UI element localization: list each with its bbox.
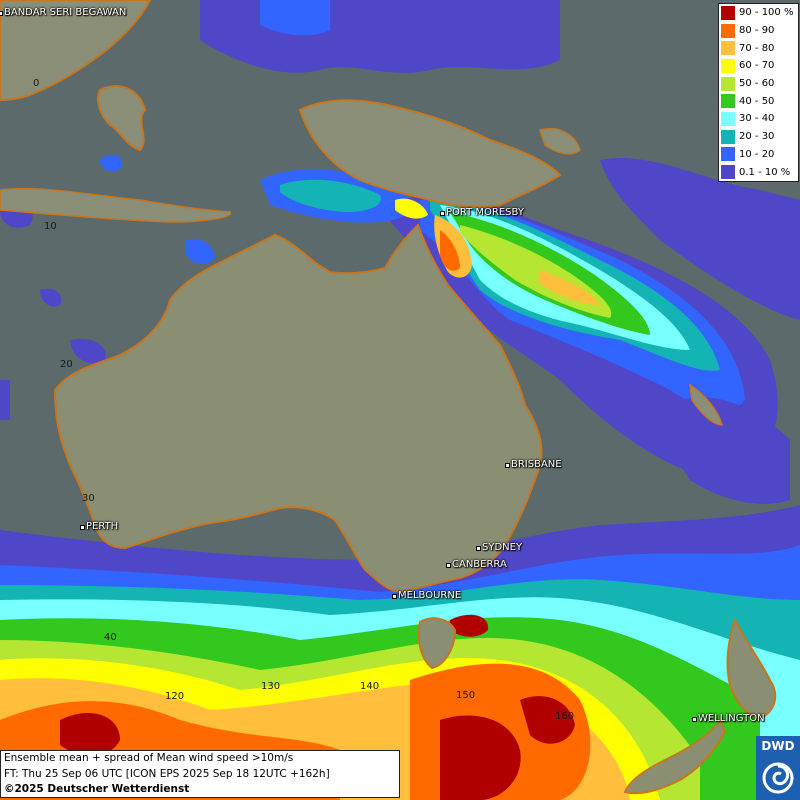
- city-label-port-moresby: PORT MORESBY: [440, 207, 524, 218]
- legend-label: 70 - 80: [739, 42, 775, 54]
- sulawesi: [97, 85, 147, 152]
- grid-label-lat-40: 40: [104, 632, 117, 643]
- legend-item: 70 - 80: [719, 39, 798, 57]
- city-label-bandar-seri-begawan: BANDAR SERI BEGAWAN: [0, 7, 127, 18]
- nz-south-island: [623, 717, 727, 795]
- city-label-brisbane: BRISBANE: [505, 459, 562, 470]
- grid-label-lon-150: 150: [456, 690, 476, 701]
- legend-label: 90 - 100 %: [739, 7, 794, 19]
- legend-item: 10 - 20: [719, 146, 798, 164]
- city-label-wellington: WELLINGTON: [692, 713, 765, 724]
- legend-item: 0.1 - 10 %: [719, 163, 798, 181]
- grid-label-lon-140: 140: [360, 681, 380, 692]
- legend-swatch: [721, 147, 735, 162]
- dwd-logo: DWD: [756, 736, 800, 800]
- tasmania: [417, 617, 457, 670]
- product-description: Ensemble mean + spread of Mean wind spee…: [4, 752, 294, 764]
- legend-item: 90 - 100 %: [719, 4, 798, 22]
- legend-swatch: [721, 165, 735, 180]
- legend-swatch: [721, 111, 735, 126]
- australia: [53, 223, 543, 594]
- city-label-perth: PERTH: [79, 521, 119, 532]
- legend-swatch: [721, 76, 735, 91]
- legend-item: 80 - 90: [719, 22, 798, 40]
- forecast-time: FT: Thu 25 Sep 06 UTC [ICON EPS 2025 Sep…: [4, 767, 330, 780]
- legend-label: 50 - 60: [739, 78, 775, 90]
- legend-item: 40 - 50: [719, 92, 798, 110]
- bismarck-islands: [539, 128, 581, 155]
- spiral-icon: [762, 762, 794, 794]
- lesser-sunda: [0, 187, 231, 223]
- grid-label-lat-10: 10: [44, 221, 57, 232]
- legend-swatch: [721, 23, 735, 38]
- grid-label-lon-120: 120: [165, 691, 185, 702]
- new-guinea: [298, 99, 562, 209]
- legend-item: 60 - 70: [719, 57, 798, 75]
- city-label-melbourne: MELBOURNE: [391, 590, 462, 601]
- city-label-canberra: CANBERRA: [446, 559, 507, 570]
- probability-legend: 90 - 100 % 80 - 90 70 - 80 60 - 70 50 - 60 40…: [718, 3, 799, 182]
- nz-north-island: [726, 617, 777, 720]
- legend-swatch: [721, 5, 735, 20]
- legend-label: 80 - 90: [739, 25, 775, 37]
- info-box: Ensemble mean + spread of Mean wind spee…: [0, 750, 400, 798]
- grid-label-lon-160: 160: [555, 711, 575, 722]
- legend-label: 20 - 30: [739, 131, 775, 143]
- legend-label: 10 - 20: [739, 148, 775, 160]
- legend-item: 20 - 30: [719, 128, 798, 146]
- borneo: [0, 0, 152, 102]
- grid-label-lat-30: 30: [82, 493, 95, 504]
- city-label-sydney: SYDNEY: [475, 542, 523, 553]
- legend-swatch: [721, 129, 735, 144]
- legend-label: 40 - 50: [739, 95, 775, 107]
- grid-label-lat-20: 20: [60, 359, 73, 370]
- new-caledonia: [689, 383, 723, 426]
- legend-item: 30 - 40: [719, 110, 798, 128]
- land-masses: [0, 0, 777, 795]
- grid-label-lat-0: 0: [33, 78, 40, 89]
- legend-swatch: [721, 41, 735, 56]
- legend-label: 30 - 40: [739, 113, 775, 125]
- copyright-notice: ©2025 Deutscher Wetterdienst: [4, 783, 190, 795]
- legend-swatch: [721, 58, 735, 73]
- legend-swatch: [721, 94, 735, 109]
- legend-label: 60 - 70: [739, 60, 775, 72]
- legend-item: 50 - 60: [719, 75, 798, 93]
- legend-label: 0.1 - 10 %: [739, 166, 791, 178]
- grid-label-lon-130: 130: [261, 681, 281, 692]
- dwd-logo-text: DWD: [761, 739, 795, 753]
